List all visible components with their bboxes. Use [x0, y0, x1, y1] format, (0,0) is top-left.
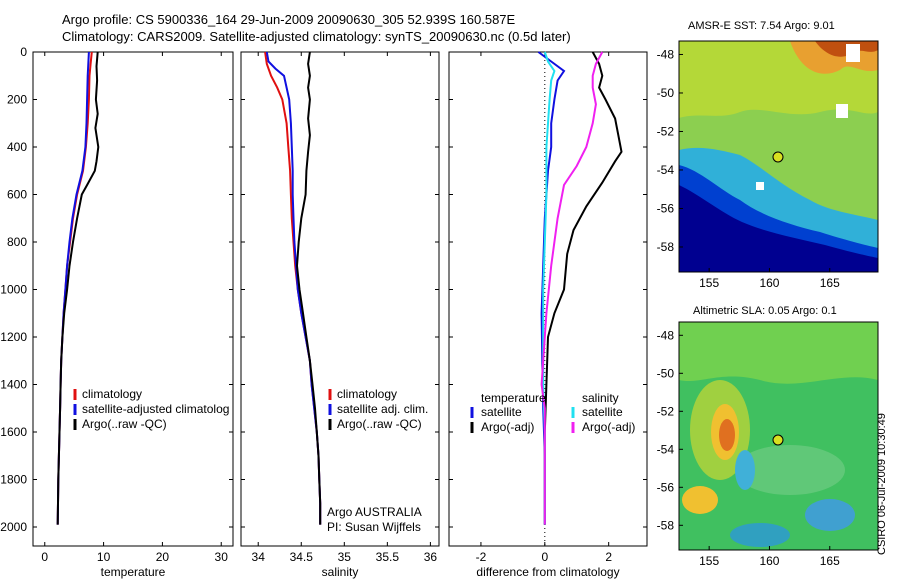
map-axes: -48 -50 -52 -54 -56 -58 155 160 165 -48 -50 -52 -54 -…: [657, 47, 840, 568]
salinity-panel: 34 34.5 35 35.5 36 salinity climatologysatelli…: [240, 51, 440, 579]
x-tick-label: 0: [541, 550, 548, 564]
series-line: [543, 51, 623, 525]
map-y-tick-label: -54: [657, 163, 675, 177]
y-tick-label: 1000: [0, 283, 27, 297]
map-y-tick-label: -56: [657, 201, 675, 215]
y-tick-label: 600: [7, 188, 27, 202]
sla-argo-marker: [772, 434, 784, 446]
legend-label: temperature: [481, 391, 546, 405]
x-tick-label: 30: [215, 550, 229, 564]
map-x-tick-label: 155: [699, 554, 719, 568]
map-y-tick-label: -52: [657, 404, 675, 418]
annotation-text: PI: Susan Wijffels: [327, 520, 421, 534]
series-line: [542, 51, 556, 525]
x-axis-label: temperature: [101, 565, 166, 579]
legend-label: Argo(-adj): [582, 420, 635, 434]
x-tick-label: 34.5: [290, 550, 314, 564]
series-line: [540, 51, 604, 525]
x-tick-label: 35: [338, 550, 352, 564]
plot-frame: [32, 51, 234, 547]
sst-map-frame: [678, 40, 879, 273]
x-axis-label: difference from climatology: [476, 565, 619, 579]
legend-label: satellite-adjusted climatolog: [82, 402, 229, 416]
y-tick-label: 1200: [0, 330, 27, 344]
title-line-1: Argo profile: CS 5900336_164 29-Jun-2009…: [62, 12, 516, 27]
legend-label: satellite adj. clim.: [337, 402, 428, 416]
x-tick-label: 2: [605, 550, 612, 564]
x-axis-label: salinity: [322, 565, 359, 579]
legend-label: satellite: [582, 405, 623, 419]
y-tick-label: 200: [7, 93, 27, 107]
series-line: [295, 51, 322, 525]
temperature-panel: 0 200 400 600 800 1000 1200 1400 1600 1800 2000 0 10…: [0, 45, 234, 579]
x-tick-label: 36: [424, 550, 438, 564]
x-tick-label: 34: [252, 550, 266, 564]
map-y-tick-label: -50: [657, 86, 675, 100]
y-tick-label: 1600: [0, 425, 27, 439]
y-tick-label: 400: [7, 140, 27, 154]
map-y-tick-label: -58: [657, 518, 675, 532]
sst-argo-marker: [772, 151, 784, 163]
legend-label: salinity: [582, 391, 619, 405]
map-x-tick-label: 165: [820, 554, 840, 568]
y-tick-label: 1400: [0, 378, 27, 392]
sla-map-title: Altimetric SLA: 0.05 Argo: 0.1: [693, 305, 837, 317]
legend-label: Argo(..raw -QC): [82, 417, 167, 431]
map-x-tick-label: 155: [699, 276, 719, 290]
title-line-2: Climatology: CARS2009. Satellite-adjuste…: [62, 29, 571, 44]
map-y-tick-label: -52: [657, 124, 675, 138]
map-x-tick-label: 160: [759, 276, 779, 290]
map-y-tick-label: -58: [657, 240, 675, 254]
map-y-tick-label: -54: [657, 442, 675, 456]
timestamp-stamp: CSIRO 06-Jul-2009 10:30:49: [876, 413, 888, 555]
map-y-tick-label: -56: [657, 480, 675, 494]
map-y-tick-label: -48: [657, 328, 675, 342]
legend-label: Argo(-adj): [481, 420, 534, 434]
plot-frame: [240, 51, 440, 547]
y-tick-label: 800: [7, 235, 27, 249]
x-tick-label: 35.5: [376, 550, 400, 564]
y-tick-label: 0: [20, 45, 27, 59]
legend-label: Argo(..raw -QC): [337, 417, 422, 431]
x-tick-label: 0: [41, 550, 48, 564]
x-tick-label: 10: [97, 550, 111, 564]
x-tick-label: 20: [156, 550, 170, 564]
sst-map-title: AMSR-E SST: 7.54 Argo: 9.01: [688, 20, 835, 32]
map-y-tick-label: -50: [657, 366, 675, 380]
legend-label: satellite: [481, 405, 522, 419]
map-x-tick-label: 160: [759, 554, 779, 568]
map-y-tick-label: -48: [657, 47, 675, 61]
annotation-text: Argo AUSTRALIA: [327, 505, 422, 519]
y-tick-label: 2000: [0, 520, 27, 534]
series-line: [56, 51, 100, 525]
legend-label: climatology: [82, 387, 142, 401]
map-x-tick-label: 165: [820, 276, 840, 290]
legend-label: climatology: [337, 387, 397, 401]
x-tick-label: -2: [476, 550, 487, 564]
sla-map-frame: [678, 321, 879, 551]
y-tick-label: 1800: [0, 473, 27, 487]
